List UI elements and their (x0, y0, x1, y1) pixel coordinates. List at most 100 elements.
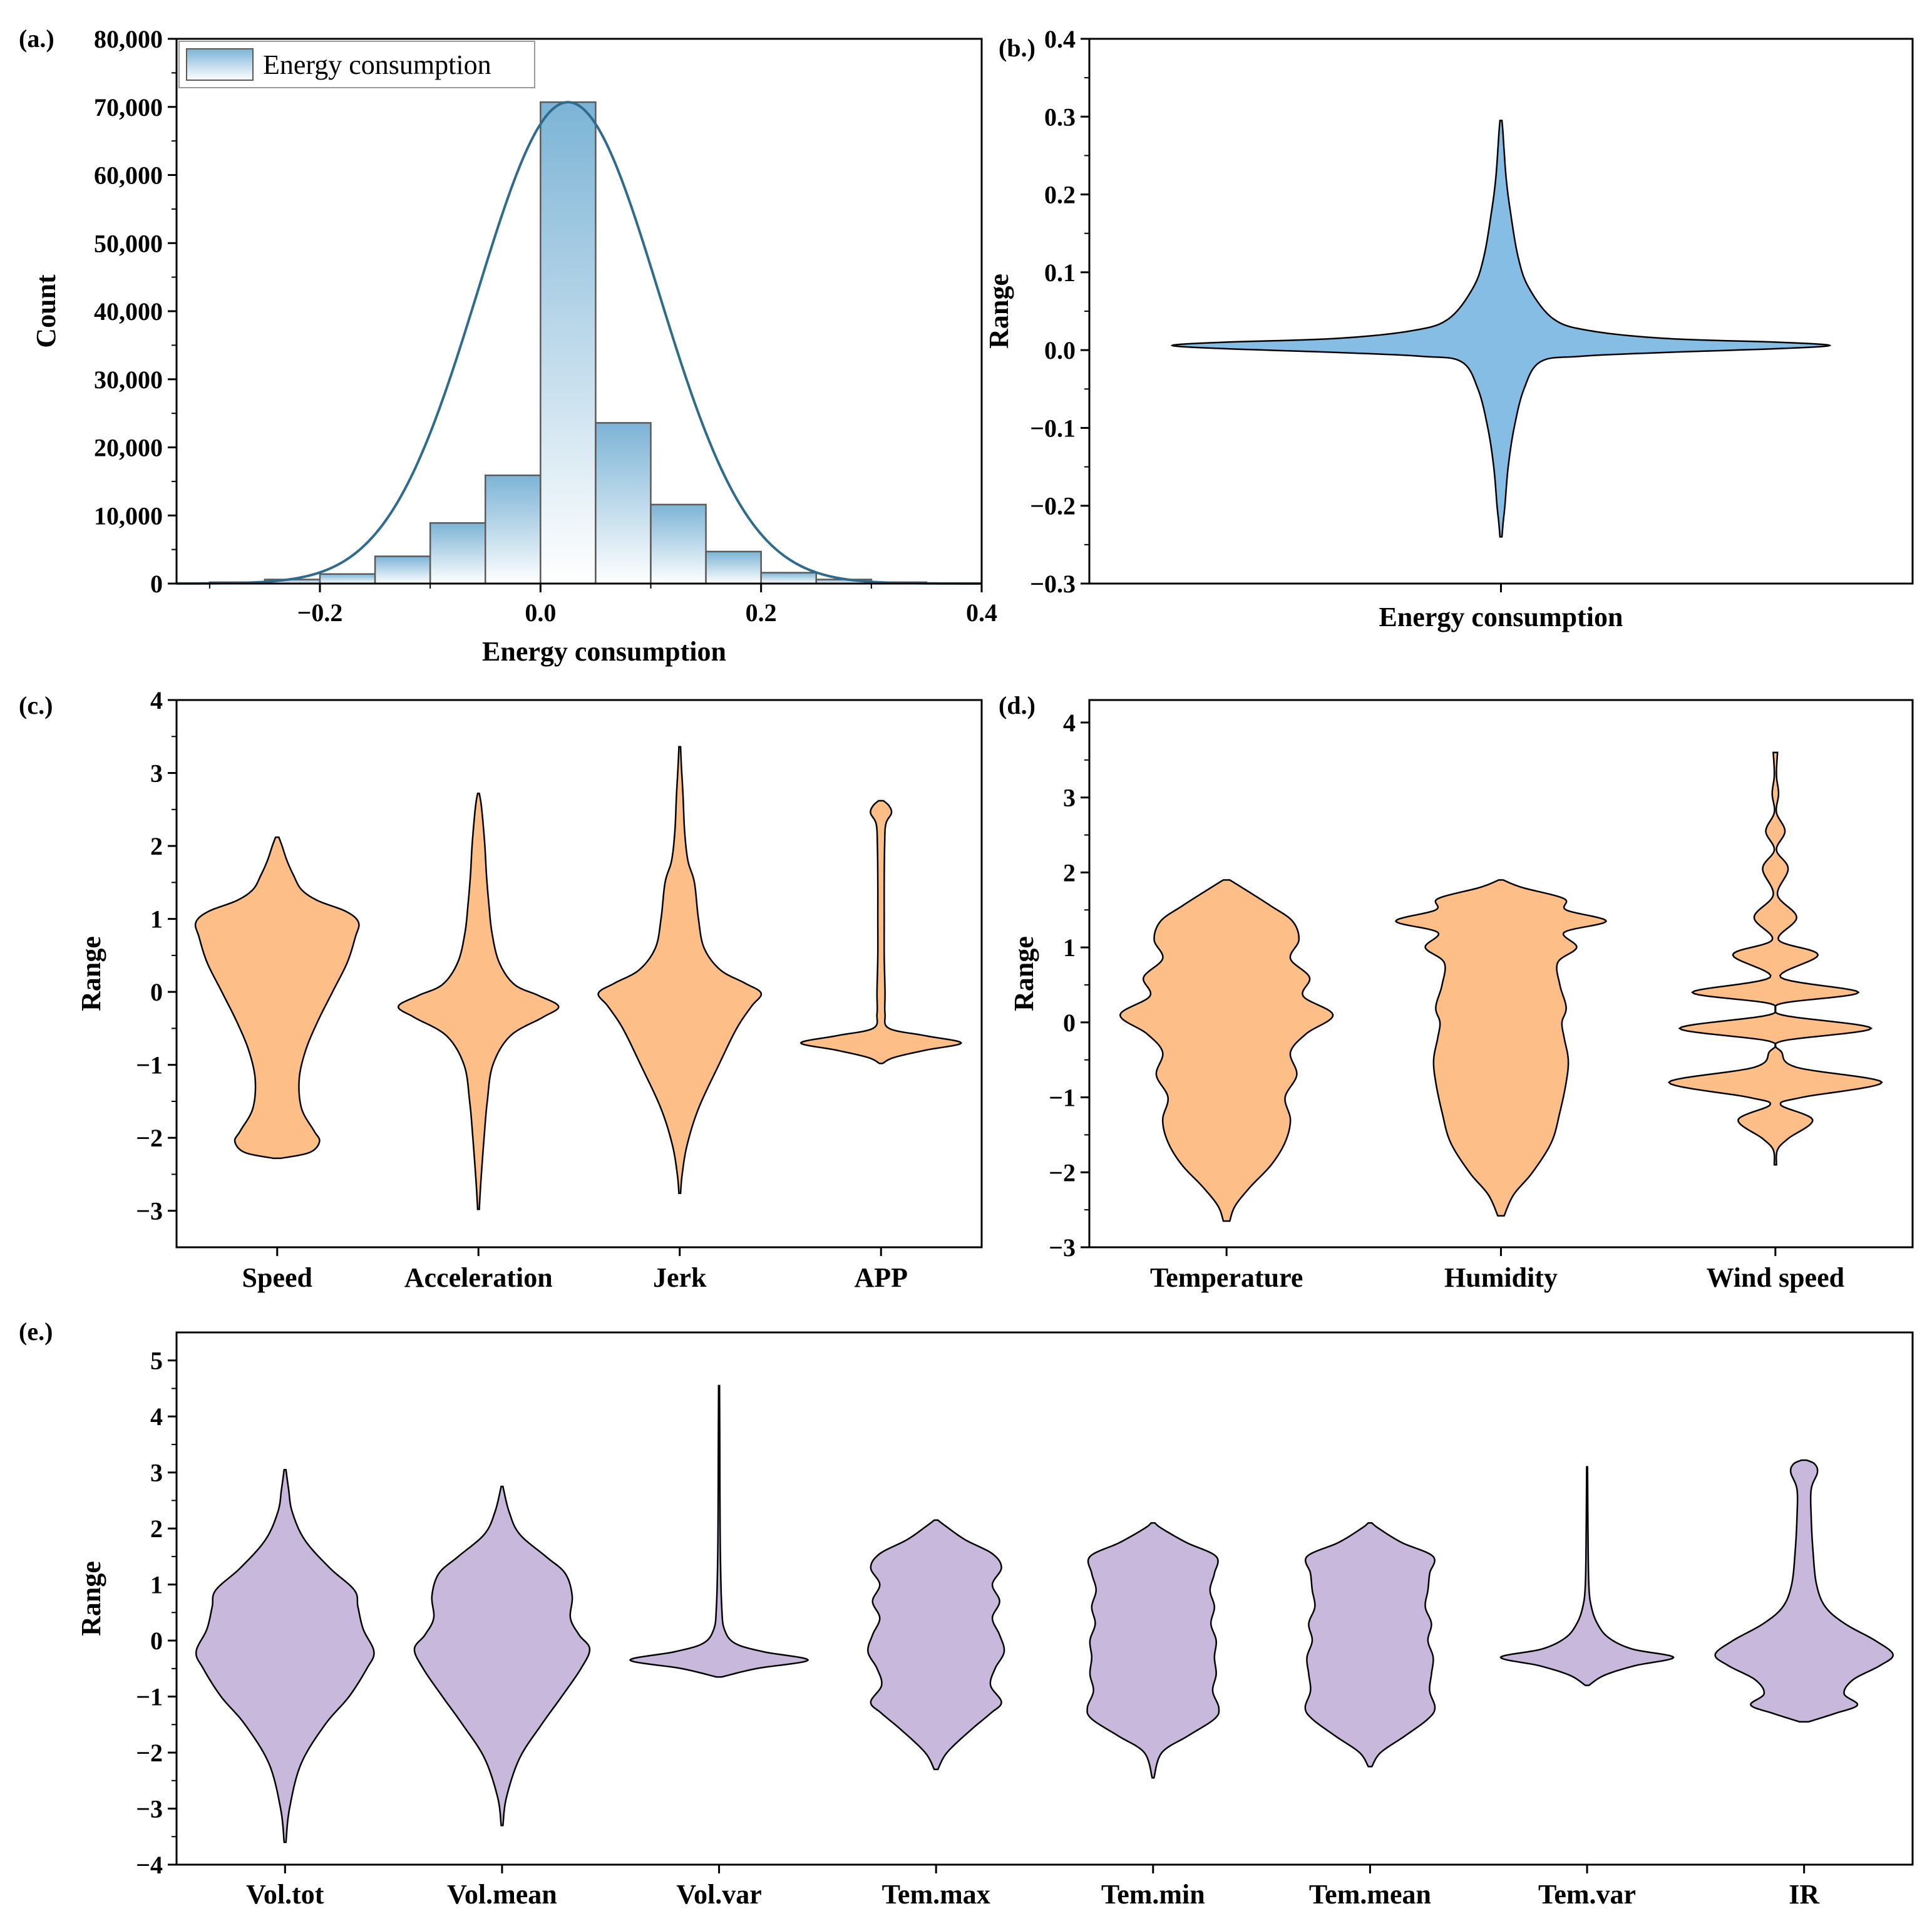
normal-fit-curve (177, 101, 982, 585)
violin-tem-var (1499, 1466, 1675, 1686)
y-tick-label: 60,000 (94, 162, 163, 190)
violin-speed (194, 836, 360, 1160)
y-tick-label: 0.4 (1044, 25, 1076, 53)
y-tick-label: 4 (1063, 709, 1076, 737)
y-axis-label: Range (1009, 936, 1039, 1011)
y-tick-label: 30,000 (94, 366, 163, 394)
panel-a-histogram: 0 10,000 20,000 30,000 40,000 50,000 60,000 70,… (19, 24, 997, 667)
violin-app (799, 800, 962, 1064)
histogram-bar (705, 550, 762, 585)
violin-vol-mean (413, 1485, 591, 1826)
histogram-bar (540, 101, 597, 585)
violin-temperature (1119, 879, 1334, 1222)
x-tick-label: Speed (242, 1262, 312, 1293)
y-tick-label: 0.1 (1044, 259, 1076, 287)
plot-frame (175, 699, 983, 1249)
y-axis-label: Range (76, 936, 106, 1011)
panel-d-violins: −3 −2 −1 0 1 2 3 4 Range Temperature Humidity Wind … (999, 691, 1914, 1293)
x-tick-label: Tem.max (882, 1879, 990, 1910)
panel-label: (d.) (999, 691, 1035, 719)
panel-label: (c.) (19, 691, 53, 719)
y-tick-label: 2 (1063, 858, 1076, 887)
legend-entry: Energy consumption (263, 49, 491, 80)
panel-label: (e.) (19, 1317, 53, 1346)
panel-b-violins: −0.3 −0.2 −0.1 0.0 0.1 0.2 0.3 0.4 Range Energy c… (984, 25, 1914, 632)
histogram-bar (374, 555, 431, 585)
y-tick-label: −2 (1049, 1158, 1076, 1187)
violin-ir (1714, 1459, 1894, 1723)
y-tick-label: 3 (150, 760, 163, 788)
x-axis-label: Energy consumption (482, 636, 726, 667)
y-tick-label: −2 (136, 1739, 163, 1767)
x-tick-label: 0.0 (525, 599, 556, 627)
y-tick-label: 2 (150, 1515, 163, 1543)
histogram-bar (485, 474, 542, 585)
legend: Energy consumption (178, 41, 535, 88)
legend-swatch (186, 48, 254, 81)
histogram-bar (595, 422, 652, 585)
violin-wind-speed (1667, 751, 1883, 1166)
y-tick-label: 0 (1063, 1009, 1076, 1037)
y-tick-label: 50,000 (94, 229, 163, 257)
y-tick-label: −4 (136, 1851, 163, 1879)
violin-humidity (1394, 879, 1608, 1217)
x-tick-label: Vol.mean (447, 1879, 557, 1910)
y-tick-label: 0.2 (1044, 181, 1076, 209)
panel-label: (a.) (19, 24, 54, 53)
y-axis-label: Range (76, 1561, 106, 1636)
panel-c-violins: −3 −2 −1 0 1 2 3 4 Range Speed Acceleration Jerk APP… (19, 686, 983, 1293)
y-tick-label: 1 (1063, 934, 1076, 962)
y-tick-label: 4 (150, 686, 163, 714)
x-tick-label: Acceleration (404, 1262, 553, 1293)
y-tick-label: 2 (150, 832, 163, 860)
x-tick-label: Vol.tot (246, 1879, 324, 1910)
y-tick-label: −1 (136, 1683, 163, 1711)
y-tick-label: 5 (150, 1347, 163, 1375)
y-tick-label: 3 (1063, 784, 1076, 812)
plot-frame (1088, 38, 1914, 585)
histogram-bar (760, 572, 818, 585)
y-tick-label: −0.2 (1030, 492, 1076, 520)
y-tick-label: −3 (1049, 1233, 1076, 1262)
y-tick-label: −0.1 (1030, 414, 1076, 442)
x-tick-label: Temperature (1150, 1262, 1303, 1293)
violin-acceleration (397, 792, 560, 1210)
x-tick-label: Humidity (1444, 1262, 1558, 1293)
x-tick-label: Jerk (653, 1262, 707, 1293)
y-tick-label: 80,000 (94, 25, 163, 53)
y-tick-label: 1 (150, 1571, 163, 1599)
x-tick-label: 0.2 (746, 599, 777, 627)
plot-frame (1088, 699, 1914, 1249)
x-tick-label: 0.4 (966, 599, 997, 627)
plot-frame (175, 1331, 1914, 1866)
y-axis-label: Range (984, 274, 1014, 349)
panel-e-violins: −4 −3 −2 −1 0 1 2 3 4 5 Range Vol.tot Vol.mean Vol.va… (19, 1317, 1914, 1910)
y-tick-label: 70,000 (94, 93, 163, 121)
histogram-bar (319, 573, 376, 585)
y-tick-label: 3 (150, 1459, 163, 1487)
y-tick-label: 4 (150, 1403, 163, 1431)
x-tick-label: Energy consumption (1379, 602, 1623, 632)
y-tick-label: 20,000 (94, 434, 163, 462)
violin-tem-max (867, 1519, 1005, 1771)
violin-tem-min (1086, 1522, 1220, 1779)
violin-jerk (597, 746, 763, 1195)
violin-vol-tot (195, 1468, 375, 1843)
y-tick-label: −3 (136, 1197, 163, 1225)
x-tick-label: Tem.min (1101, 1879, 1205, 1910)
y-tick-label: 1 (150, 905, 163, 934)
violin-tem-mean (1304, 1522, 1436, 1768)
y-tick-label: 0 (150, 978, 163, 1006)
y-tick-label: 10,000 (94, 502, 163, 530)
violin-energy-consumption (1170, 120, 1832, 538)
x-tick-label: APP (854, 1262, 908, 1293)
y-tick-label: 40,000 (94, 297, 163, 326)
y-tick-label: −1 (136, 1051, 163, 1079)
y-tick-label: −2 (136, 1124, 163, 1152)
y-tick-label: 0.0 (1044, 336, 1076, 364)
x-tick-label: Tem.mean (1309, 1879, 1431, 1910)
x-tick-label: −0.2 (297, 599, 343, 627)
y-tick-label: −0.3 (1030, 570, 1076, 598)
y-tick-label: 0 (150, 570, 163, 598)
